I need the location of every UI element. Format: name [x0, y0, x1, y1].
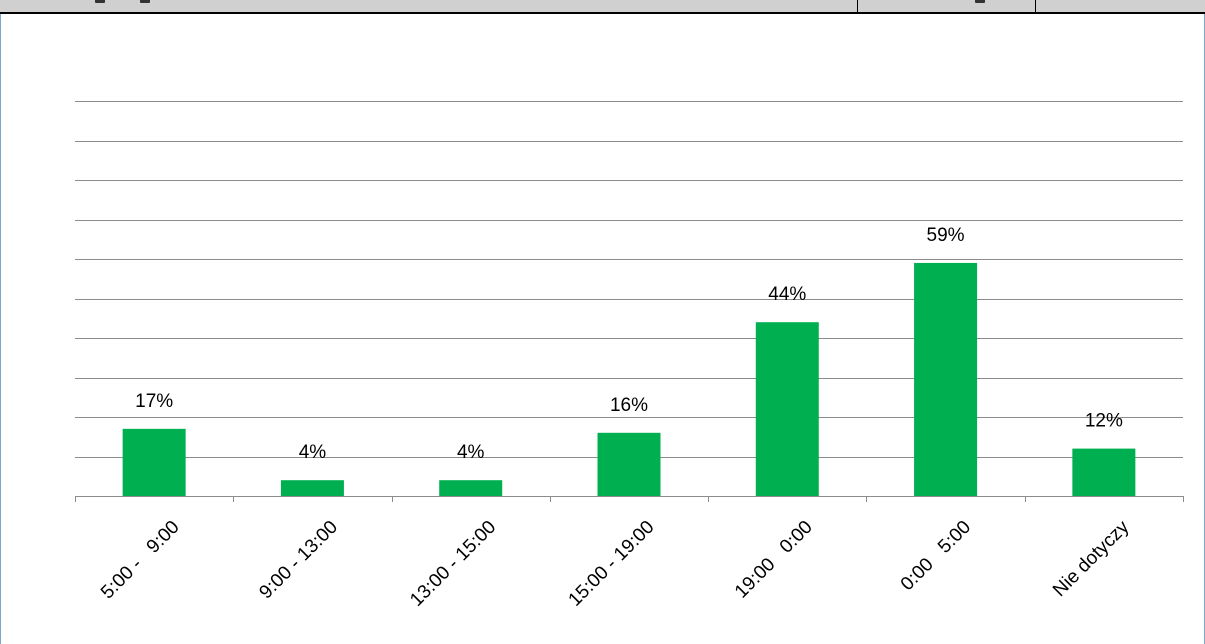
bar — [280, 480, 344, 496]
data-label: 44% — [768, 284, 806, 305]
bar — [122, 428, 186, 496]
x-tick-label: 15:00 - 19:00 — [565, 517, 659, 611]
bar — [755, 322, 819, 496]
data-label: 4% — [299, 442, 327, 463]
cropped-text-fragment — [140, 0, 150, 3]
data-label: 12% — [1085, 411, 1123, 432]
cropped-text-fragment — [95, 0, 105, 3]
x-tick-label: Nie dotyczy — [1049, 516, 1134, 601]
bar — [914, 262, 978, 496]
data-label: 17% — [135, 391, 173, 412]
x-tick-label: 5:00 - 9:00 — [97, 517, 184, 604]
x-axis — [75, 496, 1184, 502]
header-cell-divider — [1035, 0, 1036, 12]
bars — [122, 262, 1136, 496]
bar — [597, 432, 661, 496]
x-tick-labels: 5:00 - 9:00 9:00 - 13:00 13:00 - 15:00 15:0… — [97, 516, 1134, 610]
x-tick-label: 13:00 - 15:00 — [406, 517, 500, 611]
x-tick-label: 0:00 5:00 — [897, 517, 975, 595]
data-labels: 17% 4% 4% 16% 44% 59% 12% — [135, 225, 1123, 463]
gridlines — [75, 101, 1183, 458]
bar — [1072, 448, 1136, 496]
bar — [439, 480, 503, 496]
data-label: 16% — [610, 395, 648, 416]
header-strip — [0, 0, 1205, 14]
header-cell-divider — [857, 0, 858, 12]
x-tick-label: 9:00 - 13:00 — [255, 517, 342, 604]
x-tick-label: 19:00 0:00 — [731, 517, 817, 603]
data-label: 59% — [927, 225, 965, 246]
data-label: 4% — [457, 442, 485, 463]
cropped-text-fragment — [975, 0, 985, 3]
